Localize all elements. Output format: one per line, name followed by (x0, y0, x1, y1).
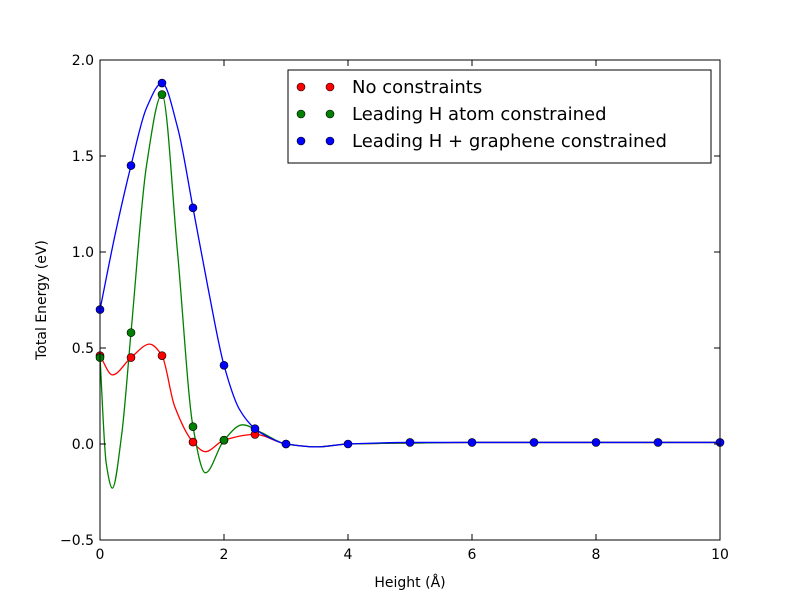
series-1-legend-marker (325, 82, 335, 92)
series-2-point (126, 328, 136, 337)
series-3-point (157, 78, 167, 88)
series-3-point (467, 438, 477, 447)
series-3-point (250, 424, 260, 433)
y-tick-label: 1.5 (72, 149, 94, 165)
y-tick-label: 2.0 (72, 53, 94, 69)
x-tick-label: 8 (592, 547, 601, 563)
series-markers (95, 78, 725, 449)
legend-box (287, 69, 712, 164)
y-tick-label: −0.5 (60, 533, 94, 549)
series-3-legend-marker (296, 136, 306, 146)
y-tick-label: 1.0 (72, 245, 94, 261)
x-tick-label: 2 (220, 547, 229, 563)
series-2-point (219, 435, 229, 445)
y-tick-label: 0.5 (72, 341, 94, 357)
series-3-point (126, 161, 136, 170)
series-1-legend-label: No constraints (352, 77, 482, 98)
series-3-point (591, 438, 601, 447)
series-2-legend-marker (325, 109, 335, 119)
series-3-point (219, 360, 229, 370)
series-2-point (157, 90, 167, 99)
series-1-point (126, 353, 136, 362)
y-axis-label: Total Energy (eV) (34, 240, 50, 361)
x-tick-label: 0 (96, 547, 105, 563)
x-axis-label: Height (Å) (374, 574, 445, 591)
tick-labels: 0 2 4 6 8 10 −0.5 0.0 0.5 1.0 1.5 2.0 (60, 53, 729, 563)
series-1-point (157, 351, 167, 360)
x-tick-label: 6 (468, 547, 477, 563)
series-3-legend-label: Leading H + graphene constrained (352, 131, 667, 152)
series-2-point (188, 422, 198, 432)
series-1-point (188, 437, 198, 447)
plot-frame (99, 59, 721, 541)
x-tick-label: 4 (344, 547, 353, 563)
series-3-point (653, 438, 663, 447)
series-2-legend-label: Leading H atom constrained (352, 104, 607, 125)
series-3-legend-marker (325, 136, 335, 146)
series-1-legend-marker (296, 82, 306, 92)
series-3-point (188, 203, 198, 213)
legend: No constraints Leading H atom constrained… (287, 69, 712, 164)
series-3-point (343, 439, 353, 449)
series-3-point (529, 438, 539, 447)
series-3-point (405, 438, 415, 447)
y-tick-label: 0.0 (72, 437, 94, 453)
x-tick-label: 10 (711, 547, 729, 563)
series-3-point (281, 439, 291, 449)
series-3-line (100, 82, 720, 448)
series-2-legend-marker (296, 109, 306, 119)
